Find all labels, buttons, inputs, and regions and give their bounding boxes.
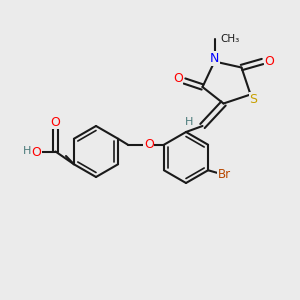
Text: O: O	[51, 116, 60, 129]
Text: Br: Br	[218, 168, 231, 181]
Text: CH₃: CH₃	[220, 34, 239, 44]
Text: S: S	[250, 92, 257, 106]
Text: H: H	[23, 146, 31, 157]
Text: O: O	[144, 138, 154, 151]
Text: N: N	[210, 52, 219, 65]
Text: H: H	[185, 117, 193, 128]
Text: O: O	[264, 55, 274, 68]
Text: O: O	[32, 146, 41, 160]
Text: O: O	[173, 71, 183, 85]
